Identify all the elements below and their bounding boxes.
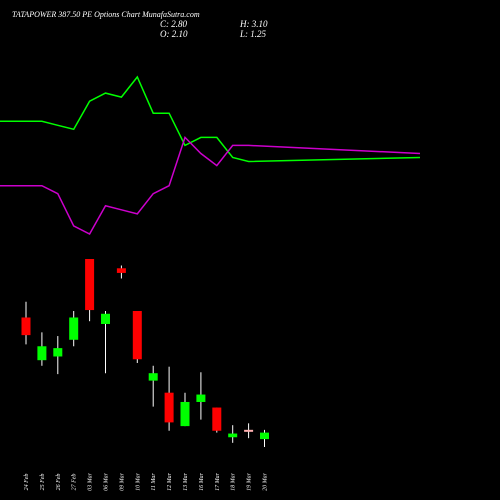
candle-12-mar	[164, 366, 174, 431]
candle-24-feb	[21, 301, 31, 345]
candle-body	[212, 407, 222, 431]
candle-27-feb	[69, 310, 79, 347]
x-axis-labels: 24 Feb 25 Feb 26 Feb 27 Feb 03 Mar 06 Mar 09 M…	[23, 472, 269, 490]
x-tick-label: 12 Mar	[167, 472, 173, 490]
candle-06-mar	[101, 310, 110, 374]
x-tick-label: 16 Mar	[199, 472, 205, 490]
x-tick-label: 18 Mar	[231, 472, 237, 490]
x-tick-label: 25 Feb	[40, 474, 46, 491]
candle-09-mar	[116, 265, 126, 279]
candle-body	[37, 346, 47, 361]
candles	[21, 259, 269, 447]
candle-body	[148, 373, 158, 381]
x-tick-label: 11 Mar	[151, 473, 157, 491]
x-tick-label: 20 Mar	[263, 472, 269, 490]
low-value: L: 1.25	[240, 29, 267, 39]
magenta-indicator-line	[0, 135, 421, 235]
x-tick-label: 17 Mar	[215, 472, 221, 490]
candle-body	[164, 392, 174, 423]
candle-26-feb	[53, 336, 63, 375]
candle-body	[196, 394, 206, 402]
candle-body	[228, 433, 238, 438]
x-tick-label: 06 Mar	[104, 472, 110, 490]
open-value: O: 2.10	[160, 29, 188, 39]
candle-body	[53, 348, 63, 357]
candle-body	[116, 268, 126, 273]
x-tick-label: 19 Mar	[247, 472, 253, 490]
close-value: C: 2.80	[160, 19, 187, 29]
candle-body	[180, 401, 190, 427]
x-tick-label: 09 Mar	[119, 472, 125, 490]
x-tick-label: 10 Mar	[135, 472, 141, 490]
green-indicator-line	[0, 75, 421, 163]
candle-10-mar	[132, 310, 142, 363]
chart-title: TATAPOWER 387.50 PE Options Chart Munafa…	[12, 10, 200, 19]
candle-20-mar	[260, 429, 269, 447]
candle-body	[21, 317, 31, 336]
candle-16-mar	[196, 372, 206, 420]
candle-body	[260, 432, 269, 440]
candle-13-mar	[180, 392, 190, 427]
candle-body	[101, 313, 110, 324]
candle-18-mar	[228, 425, 238, 443]
x-tick-label: 26 Feb	[56, 474, 62, 491]
x-tick-label: 24 Feb	[23, 474, 30, 491]
candle-body	[244, 429, 254, 432]
candle-25-feb	[37, 332, 47, 366]
candle-body	[132, 310, 142, 360]
high-value: H: 3.10	[240, 19, 268, 29]
x-tick-label: 03 Mar	[88, 472, 94, 490]
candle-body	[85, 259, 95, 311]
candle-03-mar	[85, 259, 95, 322]
candle-body	[69, 317, 79, 340]
candle-17-mar	[212, 407, 222, 433]
candle-11-mar	[148, 365, 158, 407]
x-tick-label: 27 Feb	[72, 474, 78, 491]
candle-19-mar	[244, 423, 254, 439]
x-tick-label: 13 Mar	[183, 472, 189, 490]
indicator-lines	[0, 75, 421, 235]
